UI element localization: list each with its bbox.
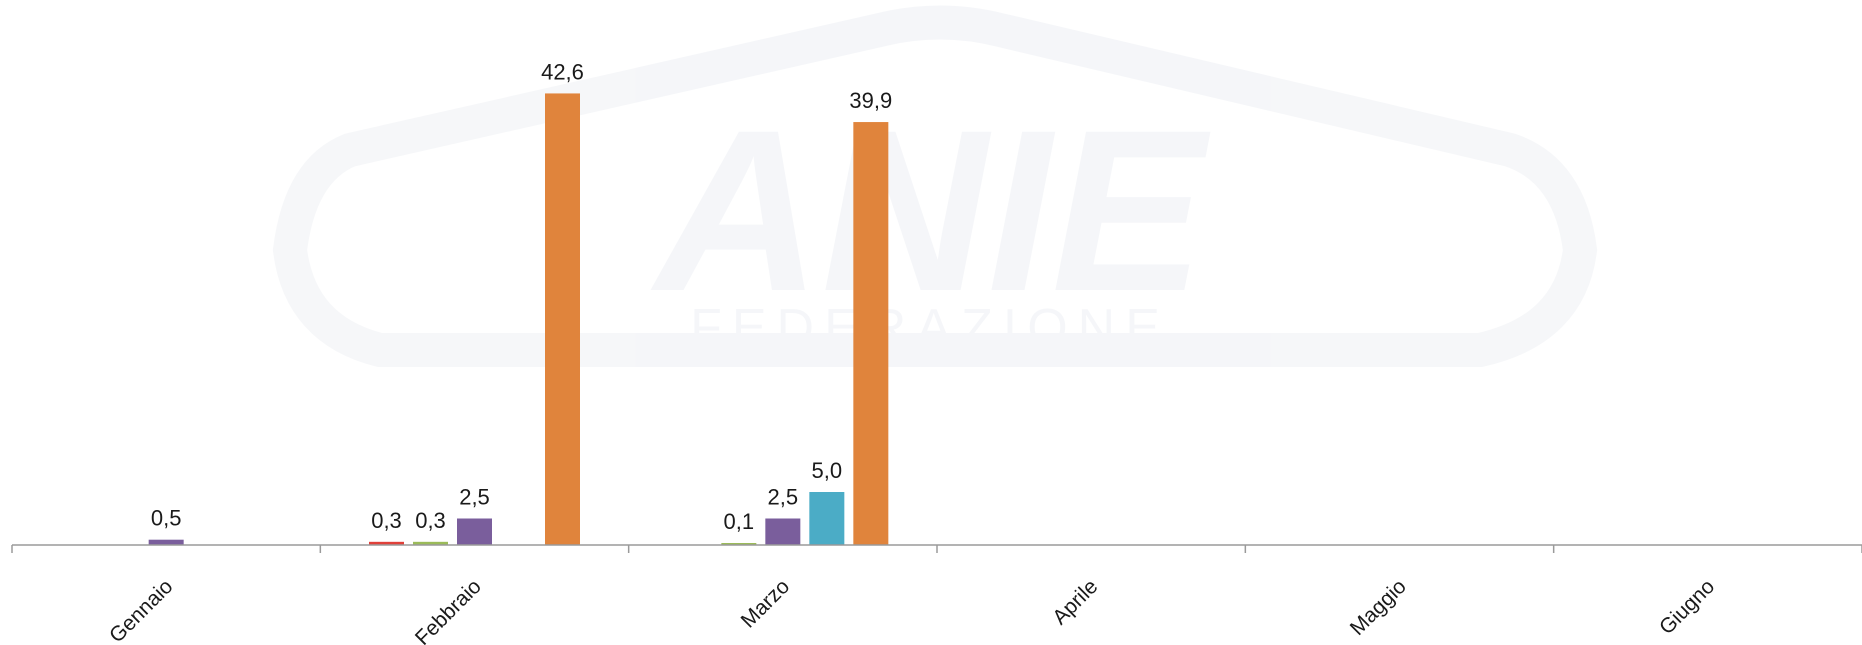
- x-axis-tick-label: Gennaio: [105, 575, 177, 645]
- x-axis-tick-label: Marzo: [737, 575, 795, 633]
- bar-value-label: 0,5: [151, 506, 182, 531]
- anie-watermark: ANIE FEDERAZIONE: [272, 5, 1598, 367]
- x-axis-tick-label: Giugno: [1655, 575, 1719, 639]
- bar-value-label: 0,3: [415, 508, 446, 533]
- bar-value-label: 0,1: [724, 509, 755, 534]
- bar-value-label: 2,5: [459, 485, 490, 510]
- bar: [413, 541, 448, 545]
- bar: [148, 539, 184, 545]
- bar: [765, 518, 801, 545]
- bar-value-label: 42,6: [541, 59, 584, 84]
- x-axis-ticks: [11, 545, 1862, 553]
- x-axis-tick-label: Febbraio: [411, 575, 486, 645]
- bar: [369, 541, 404, 545]
- bar: [721, 543, 757, 545]
- bar-value-label: 39,9: [849, 88, 892, 113]
- bar: [809, 492, 845, 545]
- x-axis-tick-labels: Gennaio Febbraio Marzo Aprile Maggio Giugno: [105, 575, 1719, 645]
- watermark-text: ANIE: [650, 82, 1211, 339]
- bar: [457, 518, 492, 545]
- bar: [853, 122, 889, 545]
- value-labels-group: 0,3 0,3 0,1 0,5 2,5 2,5 5,0 42,6 39,9: [151, 59, 892, 534]
- bars-group: [148, 93, 889, 545]
- x-axis-tick-label: Maggio: [1346, 575, 1411, 640]
- bar: [545, 93, 580, 545]
- x-axis-tick-label: Aprile: [1048, 575, 1102, 629]
- bar-value-label: 0,3: [371, 508, 402, 533]
- bar-value-label: 2,5: [768, 485, 799, 510]
- watermark-subtext: FEDERAZIONE: [690, 299, 1170, 357]
- bar-value-label: 5,0: [812, 458, 843, 483]
